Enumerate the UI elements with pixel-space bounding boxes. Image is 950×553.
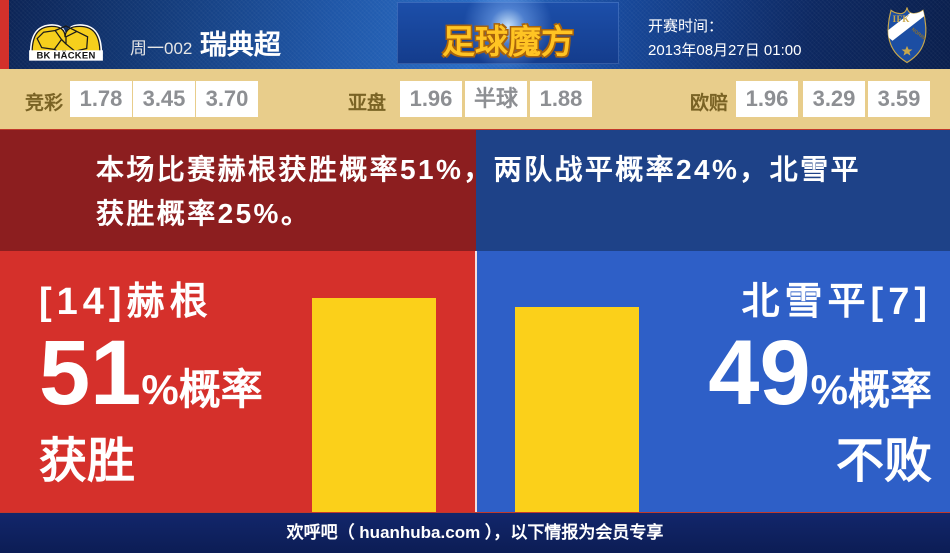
svg-text:BK HÄCKEN: BK HÄCKEN [36,50,95,61]
svg-text:IFK: IFK [893,14,910,24]
